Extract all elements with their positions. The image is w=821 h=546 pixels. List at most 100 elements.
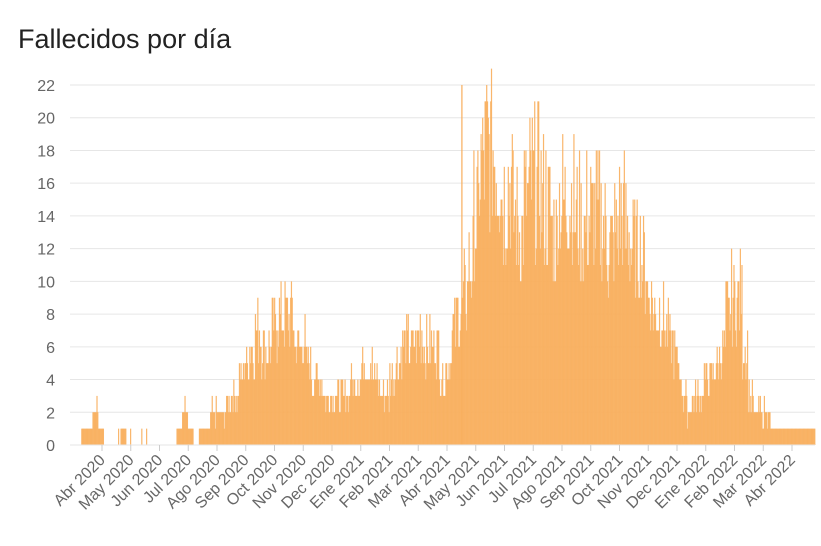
bar bbox=[434, 363, 437, 445]
bar bbox=[331, 412, 333, 445]
bar bbox=[778, 428, 781, 445]
bar bbox=[438, 379, 441, 445]
bar bbox=[326, 395, 328, 445]
bar bbox=[233, 379, 235, 445]
bar bbox=[574, 232, 576, 445]
bar bbox=[474, 281, 476, 445]
bar bbox=[734, 281, 736, 445]
bar bbox=[348, 395, 350, 445]
bar bbox=[521, 215, 523, 445]
bar bbox=[780, 428, 782, 445]
bar bbox=[608, 265, 610, 445]
bar bbox=[273, 330, 275, 445]
bar bbox=[377, 379, 379, 445]
bar bbox=[510, 248, 512, 445]
bar bbox=[775, 428, 777, 445]
bar bbox=[146, 428, 148, 445]
bar bbox=[494, 215, 497, 445]
bar bbox=[720, 379, 722, 445]
bar bbox=[359, 379, 361, 445]
bar bbox=[223, 428, 225, 445]
bar bbox=[800, 428, 802, 445]
bar bbox=[94, 412, 97, 445]
bar bbox=[738, 330, 741, 445]
bar bbox=[210, 412, 212, 445]
bar bbox=[540, 150, 542, 446]
bar bbox=[513, 232, 515, 445]
bar bbox=[347, 412, 349, 445]
bar bbox=[538, 215, 541, 445]
bar bbox=[291, 297, 293, 445]
bar bbox=[396, 346, 398, 445]
bar bbox=[497, 215, 499, 445]
bar bbox=[656, 330, 658, 445]
bar bbox=[693, 412, 695, 445]
bar bbox=[362, 346, 364, 445]
bar bbox=[407, 314, 409, 445]
bar bbox=[320, 395, 322, 445]
bar bbox=[462, 297, 464, 445]
bar bbox=[650, 330, 652, 445]
bar bbox=[118, 428, 120, 445]
bar bbox=[249, 346, 251, 445]
bar bbox=[672, 330, 674, 445]
bar bbox=[330, 395, 332, 445]
bar bbox=[646, 281, 649, 445]
bar bbox=[704, 379, 706, 445]
bar bbox=[482, 117, 484, 446]
bar bbox=[329, 412, 331, 445]
bar bbox=[598, 150, 601, 446]
bar bbox=[259, 346, 261, 445]
bar bbox=[324, 395, 326, 445]
bar bbox=[502, 265, 505, 445]
bar bbox=[343, 395, 345, 445]
bar bbox=[674, 330, 676, 445]
bar bbox=[790, 428, 793, 445]
bar bbox=[658, 297, 661, 445]
bar bbox=[535, 248, 537, 445]
bar bbox=[530, 199, 533, 445]
bar bbox=[450, 363, 452, 445]
bar bbox=[585, 232, 587, 445]
bar bbox=[652, 330, 654, 445]
bar bbox=[526, 215, 528, 445]
bar bbox=[616, 248, 618, 445]
bar bbox=[770, 428, 773, 445]
bar bbox=[579, 281, 581, 445]
bar bbox=[460, 314, 462, 445]
bar bbox=[558, 183, 561, 445]
bar bbox=[793, 428, 795, 445]
bar bbox=[745, 379, 747, 445]
bar bbox=[686, 428, 689, 445]
bar bbox=[599, 265, 601, 445]
bar bbox=[382, 379, 385, 445]
bar bbox=[614, 183, 616, 445]
bar bbox=[374, 379, 377, 445]
bar bbox=[365, 379, 367, 445]
bar bbox=[811, 428, 813, 445]
bar bbox=[368, 379, 370, 445]
y-tick-label: 18 bbox=[37, 143, 55, 160]
bar bbox=[552, 281, 554, 445]
bar bbox=[696, 395, 698, 445]
bar bbox=[490, 68, 493, 446]
bar bbox=[543, 265, 545, 445]
bar bbox=[603, 248, 605, 445]
bar bbox=[267, 363, 269, 445]
bar bbox=[634, 297, 637, 445]
bar bbox=[695, 412, 697, 445]
bar bbox=[440, 395, 442, 445]
bar bbox=[619, 248, 621, 445]
bar bbox=[378, 395, 380, 445]
bar bbox=[529, 117, 531, 446]
bar bbox=[487, 117, 489, 446]
bar bbox=[776, 428, 778, 445]
bar bbox=[810, 428, 813, 445]
bar bbox=[591, 183, 593, 445]
bar bbox=[624, 248, 626, 445]
bar bbox=[380, 395, 382, 445]
bar bbox=[124, 428, 126, 445]
bar bbox=[575, 199, 577, 445]
bar bbox=[339, 412, 341, 445]
bar bbox=[781, 428, 783, 445]
